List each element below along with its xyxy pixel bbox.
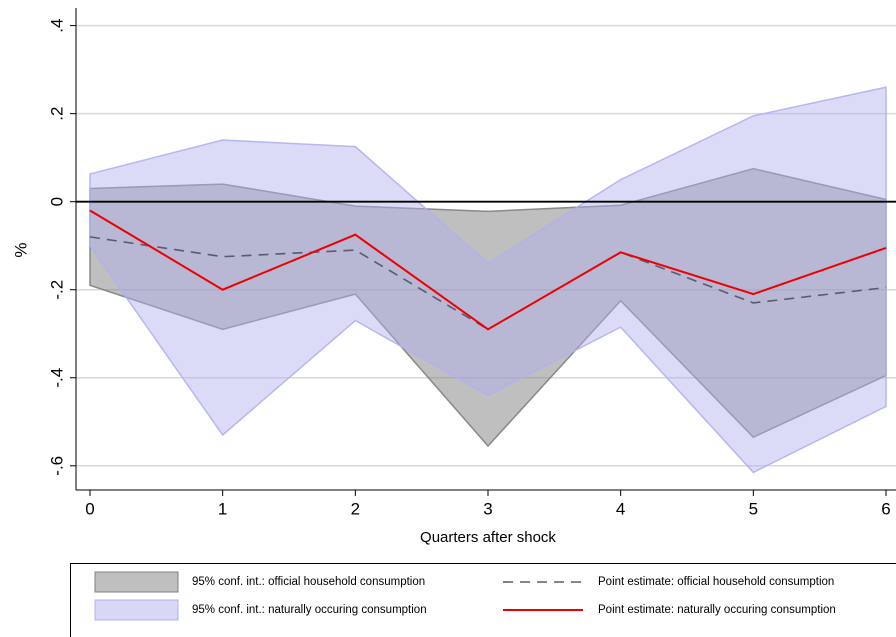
confidence-band [89, 86, 887, 474]
x-tick-label: 6 [881, 499, 890, 518]
legend-label: Point estimate: naturally occuring consu… [598, 604, 836, 616]
legend-box [70, 563, 896, 637]
y-axis-title: % [11, 242, 30, 257]
x-tick-label: 5 [749, 499, 758, 518]
y-tick-label: -.4 [47, 368, 66, 388]
y-tick-label: .2 [47, 107, 66, 121]
y-tick-label: -.6 [47, 456, 66, 476]
x-tick-label: 2 [351, 499, 360, 518]
y-tick-label: -.2 [47, 280, 66, 300]
legend-swatch [94, 599, 179, 621]
x-tick-label: 0 [85, 499, 94, 518]
y-tick-label: .4 [47, 19, 66, 33]
legend-label: Point estimate: official household consu… [598, 576, 834, 588]
legend-label: 95% conf. int.: naturally occuring consu… [192, 604, 427, 616]
legend-label: 95% conf. int.: official household consu… [192, 576, 425, 588]
line [89, 209, 887, 331]
x-tick-label: 4 [616, 499, 625, 518]
y-tick-label: 0 [47, 197, 66, 206]
x-tick-label: 1 [218, 499, 227, 518]
x-tick-label: 3 [483, 499, 492, 518]
legend-swatch [94, 571, 179, 593]
x-axis-title: Quarters after shock [420, 529, 556, 546]
line [89, 236, 887, 331]
